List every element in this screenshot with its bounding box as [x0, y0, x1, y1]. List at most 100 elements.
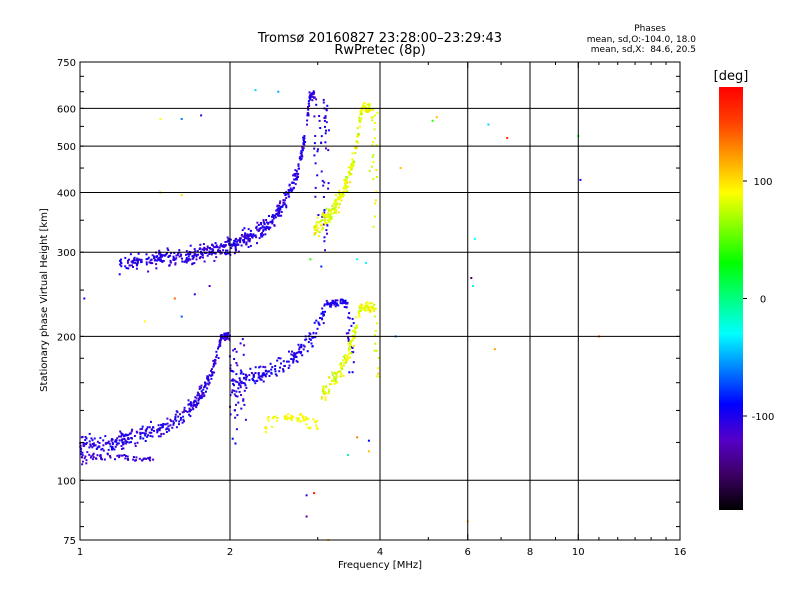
data-point — [126, 261, 129, 264]
data-point — [156, 431, 159, 434]
data-point — [102, 449, 105, 452]
data-point — [349, 166, 352, 169]
data-point — [217, 346, 220, 349]
data-point — [335, 209, 338, 212]
data-point — [334, 203, 337, 206]
data-point — [360, 111, 363, 113]
colorbar-label: [deg] — [714, 69, 749, 84]
data-point — [334, 210, 337, 213]
data-point — [322, 385, 325, 388]
data-point — [147, 270, 150, 273]
data-point — [234, 247, 237, 249]
data-point — [301, 146, 304, 149]
data-point — [323, 222, 326, 225]
data-point — [352, 165, 355, 168]
data-point — [321, 307, 324, 310]
data-point — [327, 149, 330, 152]
data-point — [158, 249, 161, 252]
data-point — [237, 243, 240, 246]
data-point — [116, 437, 119, 440]
data-point — [158, 429, 161, 432]
data-point — [374, 122, 376, 124]
data-point — [230, 379, 233, 382]
data-point — [315, 332, 318, 335]
outlier-point — [180, 315, 183, 318]
data-point — [284, 193, 287, 196]
data-point — [238, 377, 241, 380]
data-point — [263, 373, 266, 376]
data-point — [205, 390, 207, 393]
data-point — [308, 91, 311, 94]
data-point — [169, 424, 172, 427]
data-point — [348, 342, 351, 345]
data-point — [181, 411, 184, 414]
data-point — [156, 428, 159, 431]
data-point — [376, 375, 379, 378]
data-point — [179, 413, 181, 416]
data-point — [116, 442, 119, 445]
data-point — [331, 373, 334, 376]
data-point — [377, 367, 380, 370]
x-tick-label: 2 — [227, 547, 233, 558]
data-point — [201, 248, 204, 251]
data-point — [265, 369, 267, 372]
data-point — [366, 103, 369, 106]
data-point — [300, 343, 303, 346]
data-point — [322, 223, 325, 226]
data-point — [294, 183, 297, 186]
data-point — [364, 309, 367, 312]
data-point — [232, 349, 235, 352]
data-point — [323, 119, 326, 122]
data-point — [106, 452, 109, 455]
data-point — [328, 388, 331, 391]
data-point — [337, 206, 340, 209]
data-point — [320, 317, 323, 320]
data-point — [182, 415, 185, 418]
data-point — [366, 305, 369, 308]
data-point — [283, 192, 286, 195]
data-point — [214, 252, 217, 255]
data-point — [345, 359, 347, 362]
data-point — [324, 132, 327, 135]
data-point — [169, 418, 172, 421]
data-point — [300, 413, 303, 415]
data-point — [351, 152, 354, 155]
data-point — [368, 169, 371, 172]
data-point — [138, 457, 141, 460]
data-point — [285, 206, 288, 209]
data-point — [302, 147, 305, 150]
data-point — [127, 259, 129, 262]
data-point — [128, 432, 131, 435]
outlier-point — [313, 492, 316, 495]
data-point — [302, 416, 304, 419]
data-point — [370, 306, 373, 309]
data-point — [176, 253, 179, 256]
data-point — [81, 451, 84, 454]
data-point — [211, 371, 214, 374]
data-point — [350, 324, 353, 327]
data-point — [335, 203, 338, 206]
outlier-point — [506, 137, 509, 139]
data-point — [356, 135, 359, 138]
data-point — [98, 445, 101, 448]
data-point — [219, 249, 222, 252]
data-point — [261, 235, 264, 238]
data-point — [166, 417, 169, 420]
data-point — [247, 246, 250, 248]
data-point — [363, 306, 366, 309]
data-point — [264, 366, 267, 369]
data-point — [134, 445, 137, 447]
colorbar-tick-label: -100 — [752, 412, 775, 423]
data-point — [232, 242, 235, 244]
data-point — [325, 207, 328, 210]
data-point — [148, 261, 151, 264]
outlier-point — [320, 265, 323, 268]
data-point — [242, 399, 245, 402]
data-point — [136, 257, 139, 260]
data-point — [337, 304, 340, 307]
data-point — [225, 336, 228, 339]
data-point — [300, 157, 303, 160]
outlier-point — [435, 116, 438, 119]
data-point — [325, 386, 328, 389]
data-point — [301, 149, 304, 152]
